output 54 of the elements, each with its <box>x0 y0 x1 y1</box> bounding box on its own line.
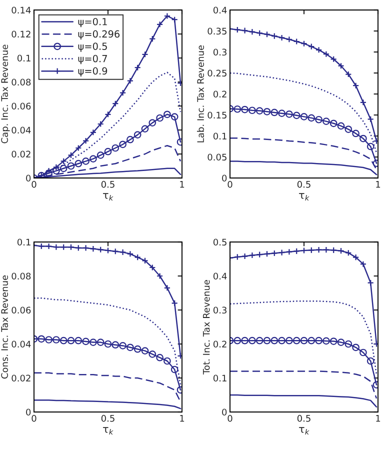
y-tick-label: 0.4 <box>213 6 227 14</box>
x-tick-label: 1 <box>376 415 380 422</box>
x-axis-title: τ$_{k}$ <box>299 427 310 434</box>
x-tick-label: 0 <box>32 180 36 188</box>
y-tick-label: 0.1 <box>17 54 30 62</box>
legend-label: ψ=0.7 <box>78 54 107 64</box>
y-tick-label: 0.14 <box>12 6 31 14</box>
y-axis-title: Cap. Inc. Tax Revenue <box>1 44 10 144</box>
y-tick-label: 0.1 <box>213 374 226 382</box>
x-tick-label: 0.5 <box>101 180 114 188</box>
x-axis-title: τ$_{k}$ <box>299 193 310 200</box>
y-tick-label: 0.5 <box>213 238 226 246</box>
y-tick-label: 0.02 <box>12 374 30 382</box>
x-tick-label: 0 <box>228 180 232 188</box>
y-axis-title: Tot. Inc. Tax Revenue <box>203 280 210 375</box>
y-tick-label: 0.25 <box>208 70 226 77</box>
x-axis-title: τ$_{k}$ <box>103 193 114 200</box>
x-tick-label: 0 <box>228 414 232 422</box>
x-tick-label: 0.5 <box>297 180 310 188</box>
y-tick-label: 0 <box>222 174 227 182</box>
legend-label: ψ=0.9 <box>78 67 108 76</box>
x-tick-label: 1 <box>180 415 184 422</box>
y-tick-label: 0.2 <box>213 90 226 98</box>
y-tick-label: 0.15 <box>208 112 226 119</box>
y-tick-label: 0.04 <box>12 340 31 348</box>
y-tick-label: 0.08 <box>12 78 31 86</box>
x-tick-label: 0.5 <box>101 414 114 422</box>
y-tick-label: 0.3 <box>213 306 226 314</box>
y-axis-title: Cons. Inc. Tax Revenue <box>1 275 8 379</box>
y-tick-label: 0.4 <box>213 272 227 280</box>
y-tick-label: 0 <box>26 408 31 416</box>
y-tick-label: 0.35 <box>208 28 226 35</box>
y-tick-label: 0.2 <box>213 340 226 348</box>
y-tick-label: 0.1 <box>213 132 226 140</box>
y-tick-label: 0.1 <box>17 238 30 246</box>
y-tick-label: 0.12 <box>12 30 30 38</box>
y-tick-label: 0 <box>26 174 31 182</box>
y-tick-label: 0.02 <box>12 150 30 158</box>
x-axis-title: τ$_{k}$ <box>103 427 114 434</box>
x-tick-label: 0 <box>32 414 36 422</box>
x-tick-label: 1 <box>376 181 380 188</box>
y-tick-label: 0.06 <box>12 306 31 314</box>
x-tick-label: 0.5 <box>297 414 310 422</box>
y-axis-title: Lab. Inc. Tax Revenue <box>196 45 204 142</box>
y-tick-label: 0.04 <box>12 126 31 134</box>
y-tick-label: 0.3 <box>213 48 226 56</box>
legend-label: ψ=0.296 <box>78 30 120 40</box>
y-tick-label: 0.08 <box>12 272 31 280</box>
y-tick-label: 0 <box>222 408 227 416</box>
legend-label: ψ=0.1 <box>78 18 107 28</box>
y-tick-label: 0.06 <box>12 102 31 110</box>
x-tick-label: 1 <box>180 181 184 188</box>
legend-label: ψ=0.5 <box>78 42 107 52</box>
y-tick-label: 0.05 <box>208 154 226 161</box>
